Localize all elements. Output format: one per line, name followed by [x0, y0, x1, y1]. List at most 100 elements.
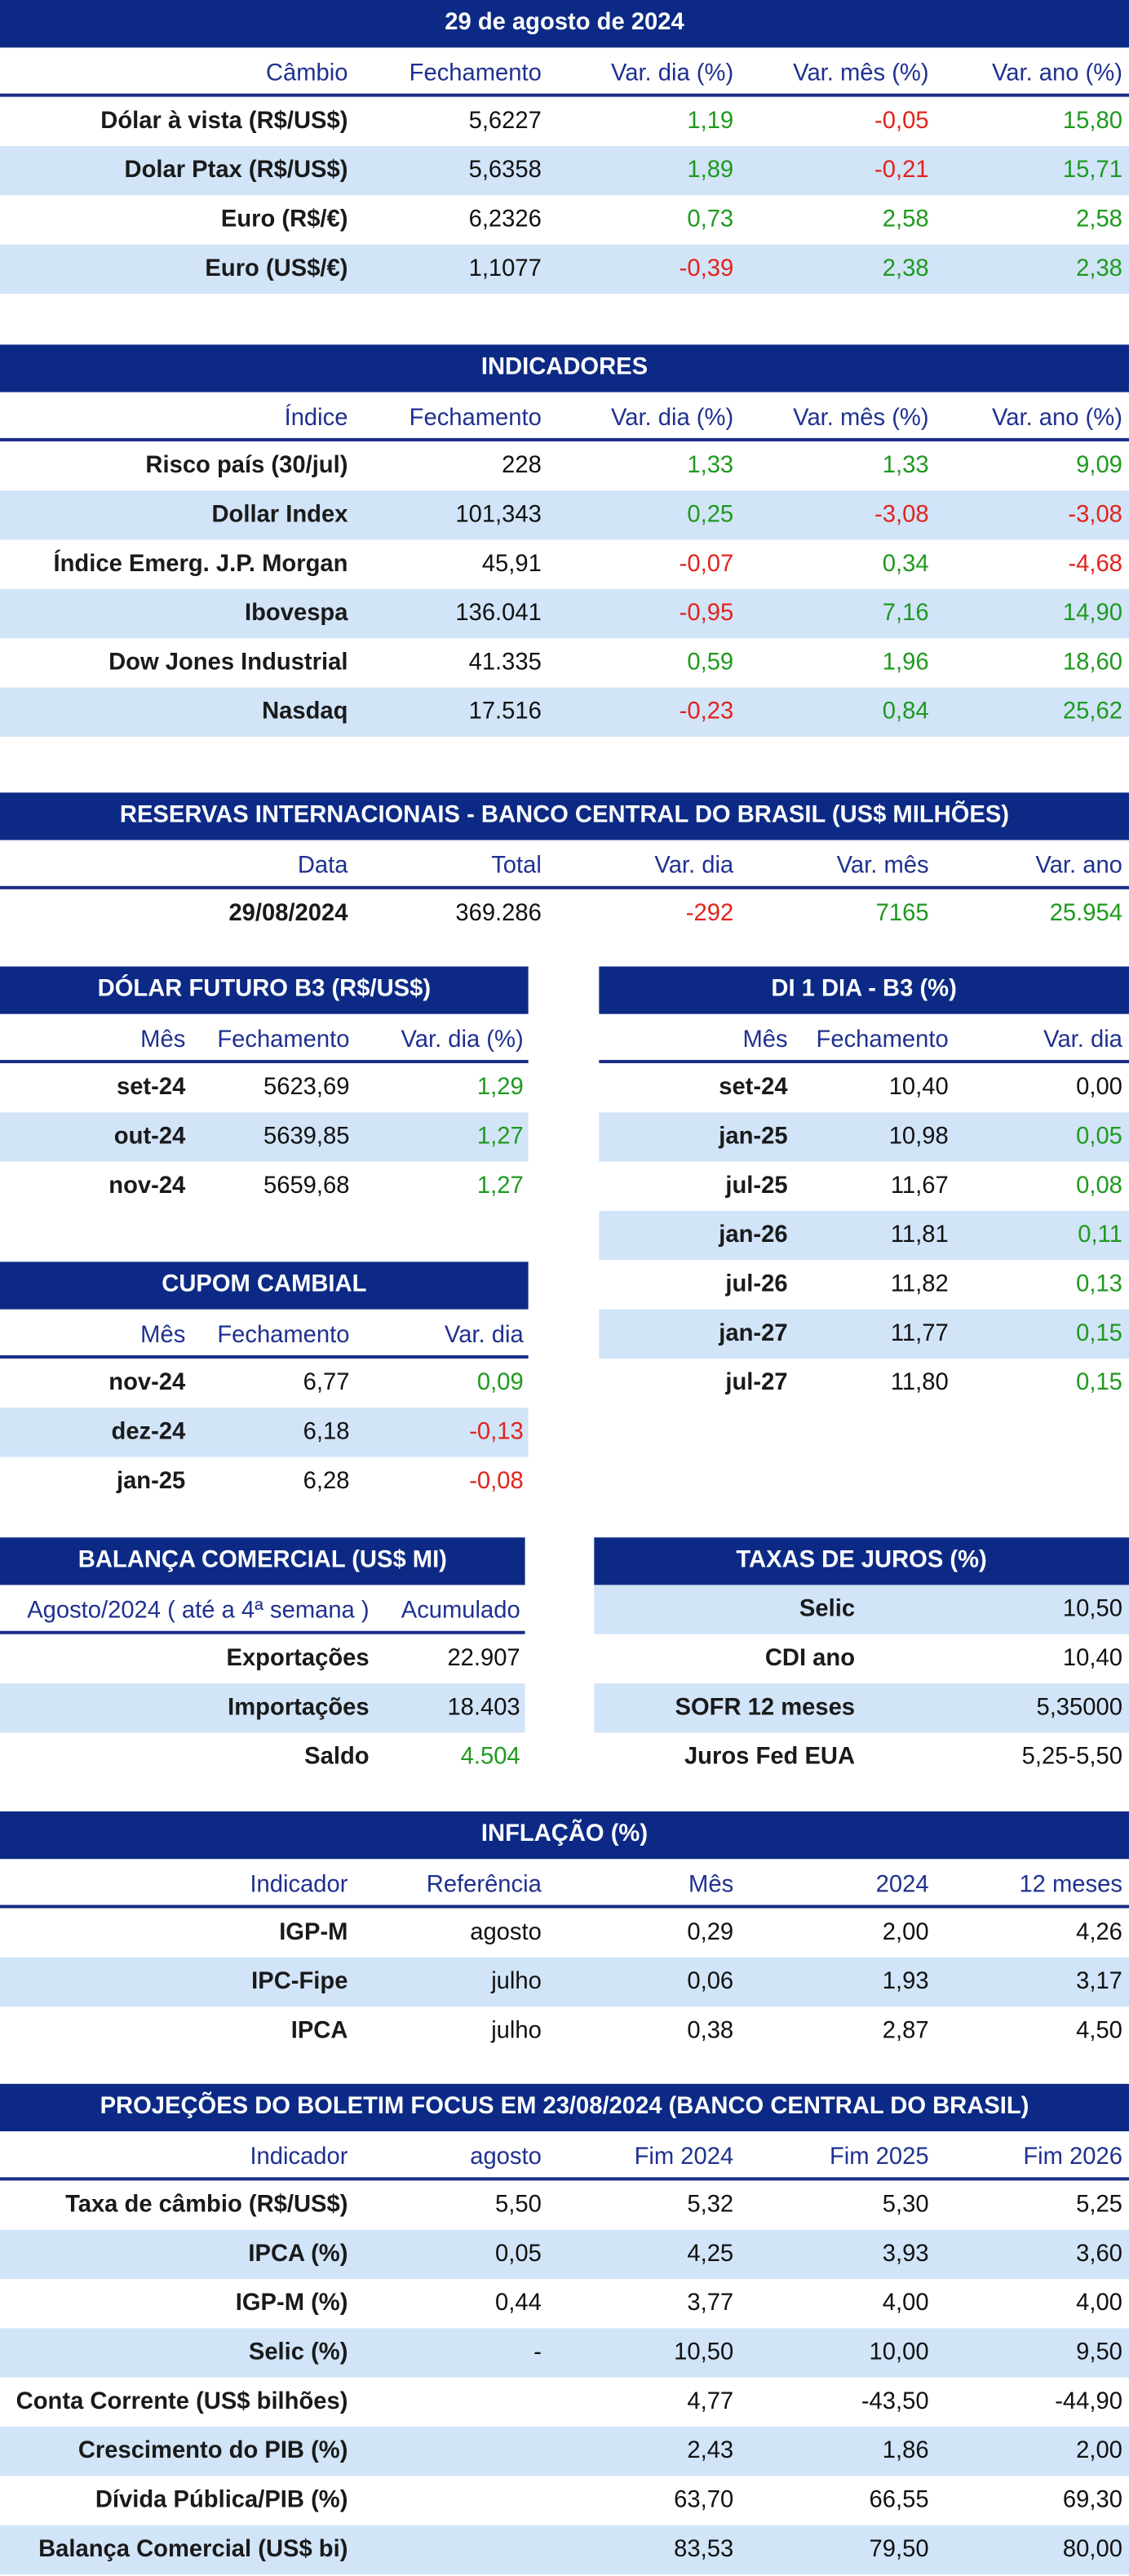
cell-value: 0,11 — [1078, 1222, 1122, 1249]
cell-value: julho — [491, 2018, 542, 2045]
cell-value: 9,09 — [1076, 452, 1122, 480]
column-header: Var. mês (%) — [793, 60, 929, 87]
cell-value: 18,60 — [1062, 650, 1122, 676]
header-row: Data Total Var. dia Var. mês Var. ano — [0, 840, 1129, 889]
cell-value: 0,15 — [1076, 1370, 1122, 1397]
row-label: Crescimento do PIB (%) — [77, 2438, 348, 2465]
table-row: IPCA julho 0,38 2,87 4,50 — [0, 2006, 1129, 2055]
row-label: Juros Fed EUA — [684, 1744, 856, 1771]
cell-value: 0,00 — [1076, 1075, 1122, 1102]
row-label: IPC-Fipe — [251, 1968, 348, 1996]
cell-value: 10,98 — [888, 1124, 949, 1151]
cell-value: 66,55 — [869, 2487, 929, 2514]
cell-value: 15,80 — [1062, 108, 1122, 135]
cell-value: 5659,68 — [263, 1173, 350, 1199]
table-row: Importações 18.403 — [0, 1683, 525, 1733]
table-section: 29 de agosto de 2024 Câmbio Fechamento Var.… — [0, 0, 1129, 295]
cell-value: 15,71 — [1062, 157, 1122, 184]
cell-value: 5,25-5,50 — [1021, 1744, 1122, 1771]
cell-value: 0,15 — [1076, 1320, 1122, 1347]
column-header: Var. dia (%) — [610, 60, 734, 87]
table-row: Dollar Index 101,343 0,25 -3,08 -3,08 — [0, 490, 1129, 540]
cell-value: -0,21 — [874, 157, 929, 184]
cell-value: 4,77 — [687, 2388, 734, 2415]
cell-value: - — [534, 2339, 542, 2366]
cell-value: 0,73 — [687, 206, 734, 233]
cell-value: 1,19 — [687, 108, 734, 135]
column-header: Fechamento — [816, 1026, 949, 1053]
table-row: Selic (%) - 10,50 10,00 9,50 — [0, 2328, 1129, 2378]
table-row: Taxa de câmbio (R$/US$) 5,50 5,32 5,30 5,25 — [0, 2180, 1129, 2229]
header-row: Câmbio Fechamento Var. dia (%) Var. mês (%)… — [0, 47, 1129, 97]
table-row: IPCA (%) 0,05 4,25 3,93 3,60 — [0, 2229, 1129, 2280]
section-title: TAXAS DE JUROS (%) — [594, 1537, 1129, 1585]
cell-value: 0,34 — [882, 551, 929, 578]
table-row: 29/08/2024 369.286 -292 7165 25.954 — [0, 889, 1129, 938]
column-header: Indicador — [250, 2144, 348, 2171]
column-header: agosto — [470, 2144, 542, 2171]
cell-value: 1,33 — [687, 452, 734, 480]
cell-value: -0,05 — [874, 108, 929, 135]
row-label: jan-25 — [116, 1468, 186, 1495]
table-section: CUPOM CAMBIAL Mês Fechamento Var. dia nov-24… — [0, 1261, 529, 1508]
column-header: Fechamento — [217, 1026, 350, 1053]
row-label: jan-25 — [719, 1124, 788, 1151]
cell-value: 0,38 — [687, 2018, 734, 2045]
cell-value: -43,50 — [861, 2388, 929, 2415]
cell-value: 83,53 — [674, 2536, 734, 2563]
cell-value: 2,58 — [882, 206, 929, 233]
column-header: Indicador — [250, 1872, 348, 1899]
table-row: Euro (R$/€) 6,2326 0,73 2,58 2,58 — [0, 195, 1129, 244]
section-title: INFLAÇÃO (%) — [0, 1811, 1129, 1860]
row-label: Balança Comercial (US$ bi) — [38, 2536, 348, 2563]
cell-value: 5,32 — [687, 2192, 734, 2219]
row-label: Euro (US$/€) — [205, 255, 348, 282]
row-label: out-24 — [113, 1124, 186, 1151]
column-header: Var. dia (%) — [610, 405, 734, 432]
cell-value: -3,08 — [1068, 502, 1122, 529]
cell-value: 69,30 — [1062, 2487, 1122, 2514]
table-row: Crescimento do PIB (%) 2,43 1,86 2,00 — [0, 2426, 1129, 2476]
column-header: Câmbio — [265, 60, 348, 87]
table-row: Balança Comercial (US$ bi) 83,53 79,50 80,0… — [0, 2525, 1129, 2574]
row-label: Nasdaq — [262, 698, 348, 725]
table-row: Dólar à vista (R$/US$) 5,6227 1,19 -0,05 15,… — [0, 97, 1129, 146]
cell-value: 228 — [502, 452, 542, 480]
table-section: INDICADORES Índice Fechamento Var. dia (%) V… — [0, 344, 1129, 738]
table-section: PROJEÇÕES DO BOLETIM FOCUS EM 23/08/2024… — [0, 2083, 1129, 2576]
table-row: jul-26 11,82 0,13 — [599, 1260, 1129, 1309]
table-section: TAXAS DE JUROS (%) Selic 10,50 CDI ano 10,40… — [594, 1537, 1129, 1784]
row-label: Importações — [228, 1695, 370, 1722]
row-label: Dollar Index — [211, 502, 348, 529]
header-row: Índice Fechamento Var. dia (%) Var. mês (%)… — [0, 392, 1129, 441]
cell-value: 6,18 — [303, 1419, 350, 1446]
table-row: jan-25 10,98 0,05 — [599, 1112, 1129, 1162]
cell-value: 1,1077 — [468, 255, 542, 282]
cell-value: 10,50 — [1062, 1596, 1122, 1623]
row-label: nov-24 — [108, 1173, 186, 1199]
cell-value: 136.041 — [455, 600, 542, 627]
cell-value: 2,00 — [882, 1919, 929, 1946]
row-label: Ibovespa — [245, 600, 348, 627]
cell-value: 1,89 — [687, 157, 734, 184]
cell-value: 4,00 — [882, 2290, 929, 2317]
cell-value: 1,93 — [882, 1968, 929, 1996]
table-row: Ibovespa 136.041 -0,95 7,16 14,90 — [0, 588, 1129, 639]
column-header: Var. ano — [1035, 853, 1122, 880]
row-label: Dólar à vista (R$/US$) — [100, 108, 348, 135]
column-header: Var. dia — [444, 1322, 524, 1349]
cell-value: 63,70 — [674, 2487, 734, 2514]
cell-value: 11,81 — [890, 1222, 949, 1249]
cell-value: 5,30 — [882, 2192, 929, 2219]
cell-value: 0,25 — [687, 502, 734, 529]
table-row: Índice Emerg. J.P. Morgan 45,91 -0,07 0,34 -… — [0, 540, 1129, 589]
cell-value: 80,00 — [1062, 2536, 1122, 2563]
cell-value: 22.907 — [447, 1645, 520, 1673]
table-row: dez-24 6,18 -0,13 — [0, 1408, 529, 1457]
table-section: RESERVAS INTERNACIONAIS - BANCO CENTRAL … — [0, 792, 1129, 940]
table-row: Juros Fed EUA 5,25-5,50 — [594, 1732, 1129, 1781]
header-row: Indicador agosto Fim 2024 Fim 2025 Fim 2026 — [0, 2131, 1129, 2181]
cell-value: 3,17 — [1076, 1968, 1122, 1996]
table-row: CDI ano 10,40 — [594, 1634, 1129, 1683]
